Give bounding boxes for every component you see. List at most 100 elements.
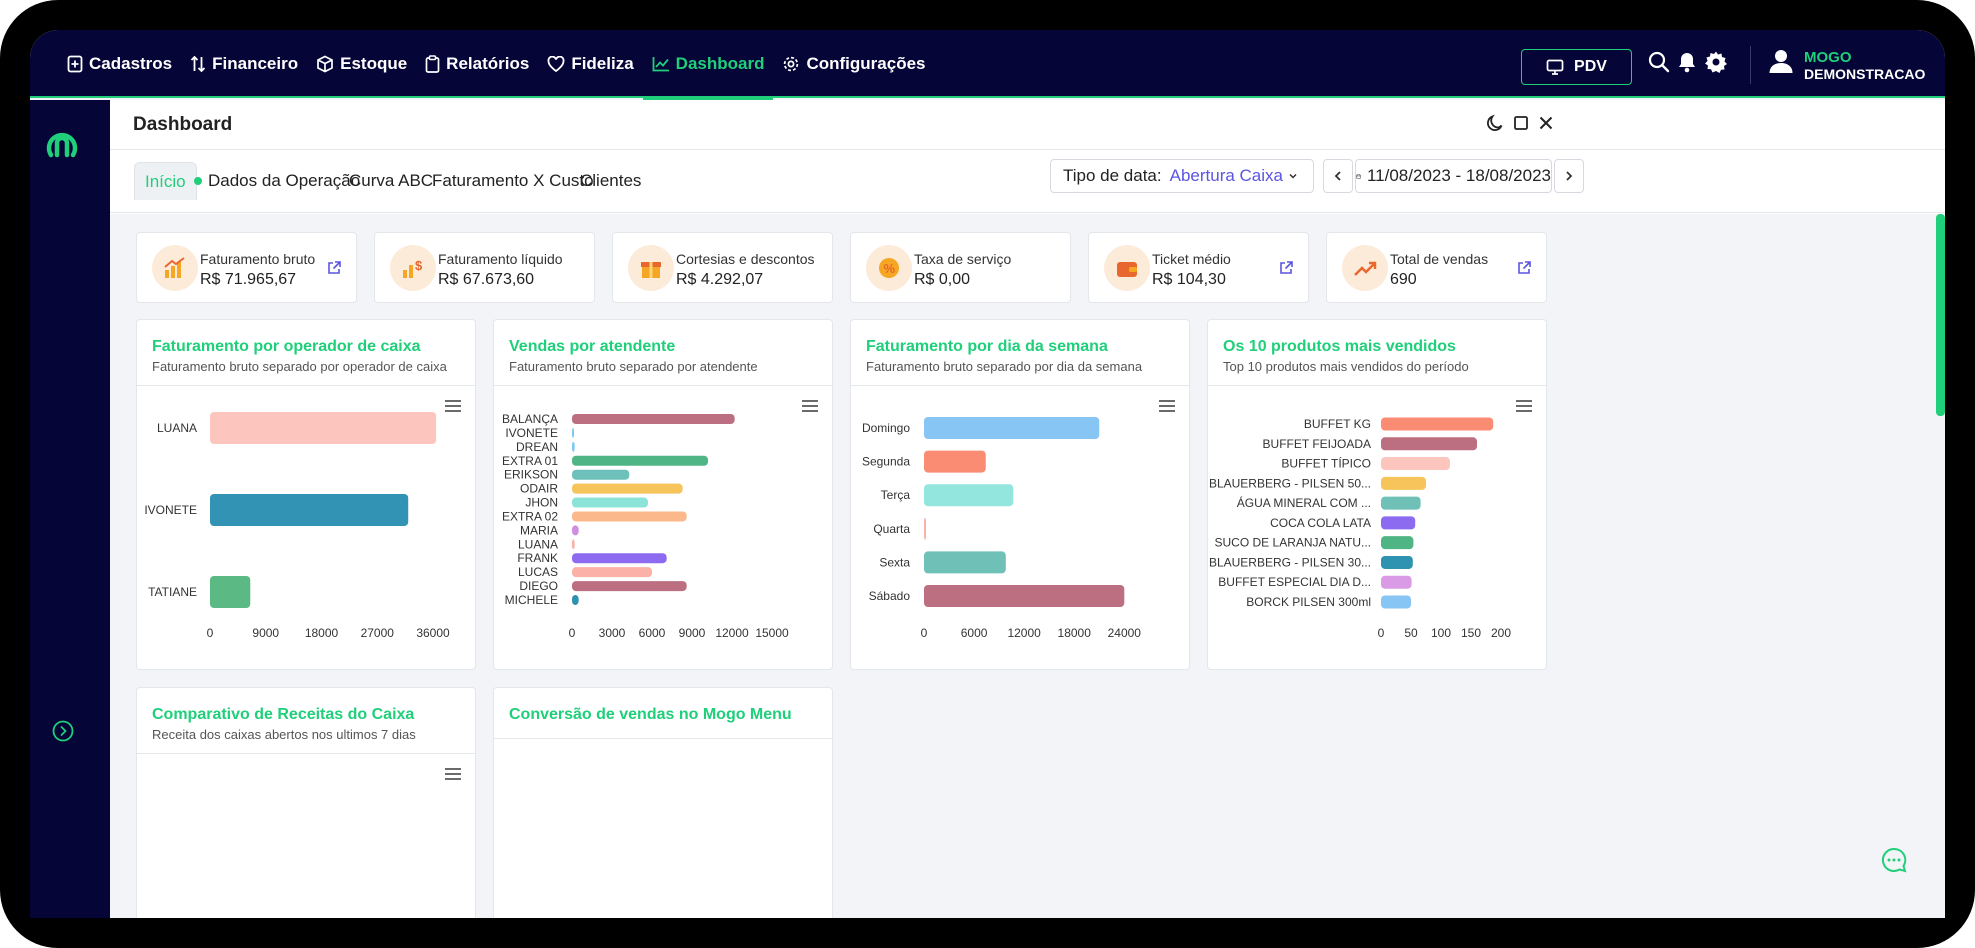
card-sales-by-attendant: Vendas por atendente Faturamento bruto s… (493, 319, 833, 670)
bar[interactable] (924, 517, 926, 540)
user-icon[interactable] (1768, 48, 1794, 74)
card-subtitle: Faturamento bruto separado por atendente (509, 359, 758, 374)
trend-chart-icon (652, 57, 669, 72)
bar[interactable] (572, 525, 579, 536)
percent-icon: % (866, 245, 912, 291)
bell-icon[interactable] (1677, 51, 1697, 73)
tick-label: 200 (1491, 626, 1511, 640)
card-subtitle: Faturamento bruto separado por operador … (152, 359, 447, 374)
bar[interactable] (924, 417, 1100, 439)
bar[interactable] (572, 441, 575, 452)
category-label: Segunda (862, 455, 910, 469)
bar[interactable] (1381, 437, 1477, 451)
bar[interactable] (210, 576, 251, 608)
tab-dados-operacao[interactable]: Dados da Operação (194, 162, 360, 200)
bar[interactable] (572, 455, 708, 466)
nav-label: Configurações (806, 54, 926, 73)
bar[interactable] (572, 497, 648, 508)
tick-label: 12000 (715, 626, 749, 640)
settings-gear-icon[interactable] (1704, 50, 1728, 74)
nav-item-dashboard[interactable]: Dashboard (642, 30, 774, 100)
bar[interactable] (1381, 457, 1450, 471)
external-link-icon[interactable] (326, 260, 342, 276)
next-date-button[interactable] (1554, 159, 1584, 193)
bar[interactable] (572, 567, 652, 578)
hamburger-menu-icon[interactable] (802, 400, 818, 412)
bar[interactable] (924, 551, 1006, 574)
nav-item-relatorios[interactable]: Relatórios (416, 30, 538, 98)
tab-clientes[interactable]: Clientes (580, 171, 642, 190)
moon-icon[interactable] (1486, 114, 1504, 132)
gear-icon (784, 56, 799, 72)
nav-item-estoque[interactable]: Estoque (307, 30, 416, 98)
dashboard-content: Faturamento bruto R$ 71.965,67 $ Faturam… (110, 214, 1945, 918)
bar[interactable] (1381, 417, 1494, 431)
bar[interactable] (1381, 555, 1413, 569)
user-name[interactable]: MOGO (1804, 49, 1852, 66)
card-title: Os 10 produtos mais vendidos (1223, 338, 1456, 355)
nav-item-fideliza[interactable]: Fideliza (538, 30, 642, 98)
tab-curva-abc[interactable]: Curva ABC (349, 171, 434, 190)
bar[interactable] (210, 494, 409, 526)
bar[interactable] (572, 414, 735, 424)
bar[interactable] (572, 595, 579, 605)
maximize-icon[interactable] (1512, 114, 1530, 132)
hamburger-menu-icon[interactable] (445, 768, 461, 780)
hamburger-menu-icon[interactable] (1516, 400, 1532, 412)
bar[interactable] (572, 553, 667, 564)
bar[interactable] (1381, 595, 1411, 609)
bar[interactable] (924, 484, 1014, 507)
external-link-icon[interactable] (1516, 260, 1532, 276)
bar[interactable] (572, 427, 574, 438)
date-range-picker[interactable]: 11/08/2023 - 18/08/2023 (1355, 159, 1552, 193)
bar[interactable] (1381, 496, 1421, 510)
tabs-row: Início Dados da Operação Curva ABC Fatur… (110, 150, 1945, 213)
hamburger-menu-icon[interactable] (445, 400, 461, 412)
kpi-value: R$ 4.292,07 (676, 271, 764, 288)
bar[interactable] (1381, 575, 1412, 589)
user-company[interactable]: DEMONSTRACAO (1804, 66, 1926, 82)
bar[interactable] (1381, 476, 1426, 490)
category-label: IVONETE (505, 426, 558, 440)
card-title: Vendas por atendente (509, 338, 676, 355)
tab-inicio[interactable]: Início (134, 162, 197, 200)
bar[interactable] (572, 511, 687, 522)
tick-label: 36000 (416, 626, 450, 640)
bar[interactable] (1381, 516, 1416, 530)
bar[interactable] (572, 539, 575, 550)
expand-sidebar-icon[interactable] (52, 720, 74, 742)
bar[interactable] (572, 469, 630, 480)
external-link-icon[interactable] (1278, 260, 1294, 276)
bar[interactable] (210, 412, 437, 444)
nav-item-financeiro[interactable]: Financeiro (181, 30, 307, 98)
kpi-label: Ticket médio (1152, 251, 1231, 267)
bar[interactable] (924, 450, 986, 473)
dashboard-panel: Dashboard Início Dados da Operação Curva… (110, 100, 1945, 918)
nav-item-configuracoes[interactable]: Configurações (773, 30, 934, 98)
nav-item-cadastros[interactable]: Cadastros (58, 30, 181, 98)
card-header: Faturamento por operador de caixa Fatura… (137, 320, 475, 386)
bar[interactable] (1381, 536, 1414, 550)
kpi-value: R$ 67.673,60 (438, 271, 535, 288)
category-label: BUFFET KG (1304, 417, 1371, 431)
chat-bubble-icon[interactable] (1880, 846, 1908, 874)
category-label: LUCAS (518, 565, 558, 579)
prev-date-button[interactable] (1323, 159, 1353, 193)
divider (1750, 46, 1751, 84)
close-icon[interactable] (1537, 114, 1555, 132)
hamburger-menu-icon[interactable] (1159, 400, 1175, 412)
bar[interactable] (924, 585, 1125, 607)
pdv-button[interactable]: PDV (1521, 49, 1632, 85)
bar[interactable] (572, 581, 687, 592)
card-title: Faturamento por dia da semana (866, 338, 1108, 355)
tab-faturamento-custo[interactable]: Faturamento X Custo (432, 171, 594, 190)
date-type-select[interactable]: Tipo de data: Abertura Caixa (1050, 159, 1314, 193)
search-icon[interactable] (1648, 51, 1670, 73)
category-label: BLAUERBERG - PILSEN 30... (1209, 555, 1371, 569)
tick-label: 0 (921, 626, 928, 640)
scrollbar-thumb[interactable] (1936, 214, 1945, 416)
app-screen: Cadastros Financeiro Estoque Relatórios … (30, 30, 1945, 918)
bar[interactable] (572, 483, 683, 494)
tick-label: 6000 (961, 626, 988, 640)
top-navbar: Cadastros Financeiro Estoque Relatórios … (30, 30, 1945, 100)
